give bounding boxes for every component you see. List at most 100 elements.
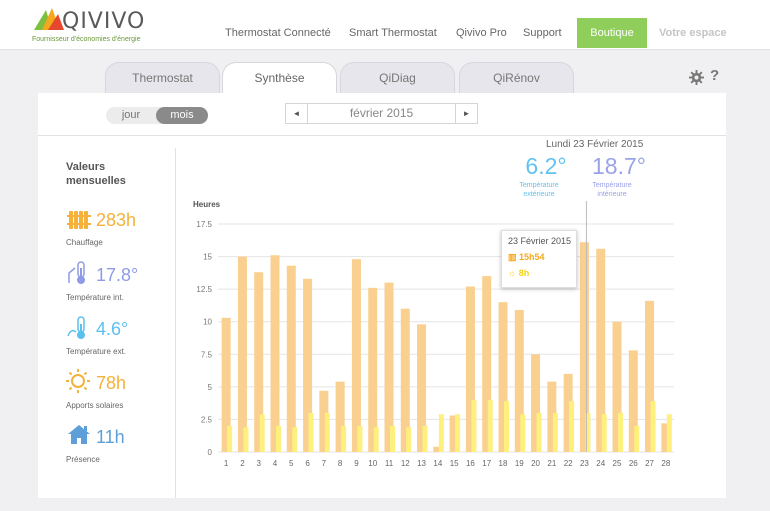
x-tick-label: 23 <box>580 459 589 468</box>
main-nav: Thermostat Connecté Smart Thermostat Qiv… <box>0 18 770 50</box>
nav-thermostat-connecte[interactable]: Thermostat Connecté <box>225 27 331 39</box>
y-tick-label: 10 <box>203 318 212 327</box>
heating-bar <box>531 354 541 452</box>
heating-bar <box>449 415 459 452</box>
y-tick-label: 12.5 <box>196 285 212 294</box>
nav-support[interactable]: Support <box>523 27 562 39</box>
next-month-button[interactable]: ► <box>455 104 477 123</box>
solar-bar <box>390 425 395 452</box>
indoor-temp-value: 17.8° <box>96 265 139 285</box>
y-tick-label: 7.5 <box>201 350 213 359</box>
x-tick-label: 2 <box>240 459 245 468</box>
y-tick-label: 5 <box>208 383 213 392</box>
solar-bar <box>569 401 575 452</box>
heating-bar <box>465 286 475 452</box>
day-indoor-temp: 18.7° <box>592 153 646 179</box>
x-tick-label: 8 <box>338 459 343 468</box>
y-tick-label: 17.5 <box>196 220 212 229</box>
tooltip-solar-value: 8h <box>518 268 530 278</box>
heating-label: Chauffage <box>66 238 103 247</box>
nav-account-link[interactable]: Votre espace <box>659 27 727 39</box>
radiator-icon <box>67 211 91 229</box>
toolbar-divider <box>38 135 726 136</box>
heating-bar <box>335 381 345 452</box>
heating-bar <box>563 373 573 452</box>
heating-bar <box>319 390 329 452</box>
heating-bar <box>254 272 264 452</box>
x-tick-label: 11 <box>385 459 394 468</box>
solar-bar <box>357 425 363 452</box>
brand-logo[interactable]: QIVIVO Fournisseur d'économies d'énergie <box>32 4 192 46</box>
heating-bar <box>286 265 296 452</box>
heating-bar <box>384 282 394 452</box>
outdoor-temp-value: 4.6° <box>96 319 129 339</box>
heating-bar <box>579 242 589 452</box>
x-tick-label: 26 <box>629 459 638 468</box>
indoor-temp-label: Température int. <box>66 293 124 302</box>
tooltip-date: 23 Février 2015 <box>508 236 572 246</box>
heating-bar <box>433 446 443 452</box>
solar-bar <box>406 427 412 452</box>
solar-bar <box>471 399 477 452</box>
x-tick-label: 4 <box>273 459 278 468</box>
heating-bar <box>498 302 508 452</box>
solar-bar <box>520 414 526 452</box>
heating-bar <box>270 255 280 452</box>
sun-icon <box>66 369 90 393</box>
nav-smart-thermostat[interactable]: Smart Thermostat <box>349 27 437 39</box>
period-day-button[interactable]: jour <box>121 109 141 121</box>
y-tick-label: 0 <box>208 448 213 457</box>
solar-bar <box>438 414 444 452</box>
heating-bar <box>368 287 378 452</box>
day-indoor-temp-label: Température intérieure <box>592 182 632 198</box>
heating-bar <box>303 278 313 452</box>
tab-qidiag[interactable]: QiDiag <box>340 62 455 94</box>
heating-bar <box>661 423 671 452</box>
solar-bar <box>243 427 249 452</box>
period-toggle: jour mois <box>106 107 208 124</box>
solar-bar <box>650 401 656 452</box>
heating-bar <box>221 317 231 452</box>
solar-bar <box>308 412 314 452</box>
heating-bar <box>482 276 492 452</box>
radiator-icon: ▥ <box>508 252 517 262</box>
x-tick-label: 9 <box>354 459 359 468</box>
tooltip-heating-row: ▥ 15h54 <box>508 252 545 263</box>
presence-value: 11h <box>96 427 125 447</box>
solar-label: Apports solaires <box>66 401 124 410</box>
gear-icon[interactable] <box>689 70 704 85</box>
period-month-button[interactable]: mois <box>156 107 208 124</box>
thermometer-outdoor-icon <box>67 316 85 339</box>
solar-bar <box>259 414 265 452</box>
x-tick-label: 21 <box>547 459 556 468</box>
solar-bar <box>292 427 298 452</box>
nav-shop-button[interactable]: Boutique <box>577 18 647 48</box>
heating-bar <box>596 248 606 452</box>
solar-bar <box>552 412 558 452</box>
tab-qirenov[interactable]: QiRénov <box>459 62 574 94</box>
prev-month-button[interactable]: ◄ <box>286 104 308 123</box>
solar-bar <box>585 412 591 452</box>
selected-day-label: Lundi 23 Février 2015 <box>546 139 644 150</box>
column-divider <box>175 148 176 498</box>
x-tick-label: 18 <box>499 459 508 468</box>
x-tick-label: 3 <box>256 459 261 468</box>
solar-bar <box>536 412 542 452</box>
brand-name: QIVIVO <box>62 9 146 34</box>
help-icon[interactable]: ? <box>710 67 720 84</box>
tab-thermostat[interactable]: Thermostat <box>105 62 220 94</box>
tab-synthese[interactable]: Synthèse <box>222 62 337 95</box>
nav-qivivo-pro[interactable]: Qivivo Pro <box>456 27 507 39</box>
heating-bar <box>514 309 524 452</box>
synthese-panel: jour mois ◄ février 2015 ► Valeurs mensu… <box>38 93 726 498</box>
site-header: QIVIVO Fournisseur d'économies d'énergie… <box>0 0 770 50</box>
solar-bar <box>666 414 672 452</box>
month-selector: ◄ février 2015 ► <box>285 103 478 124</box>
x-tick-label: 6 <box>305 459 310 468</box>
day-outdoor-temp: 6.2° <box>525 153 567 179</box>
x-tick-label: 16 <box>466 459 475 468</box>
x-tick-label: 28 <box>661 459 670 468</box>
tooltip-solar-row: ☼ 8h <box>508 268 529 278</box>
heating-bar <box>628 350 638 452</box>
